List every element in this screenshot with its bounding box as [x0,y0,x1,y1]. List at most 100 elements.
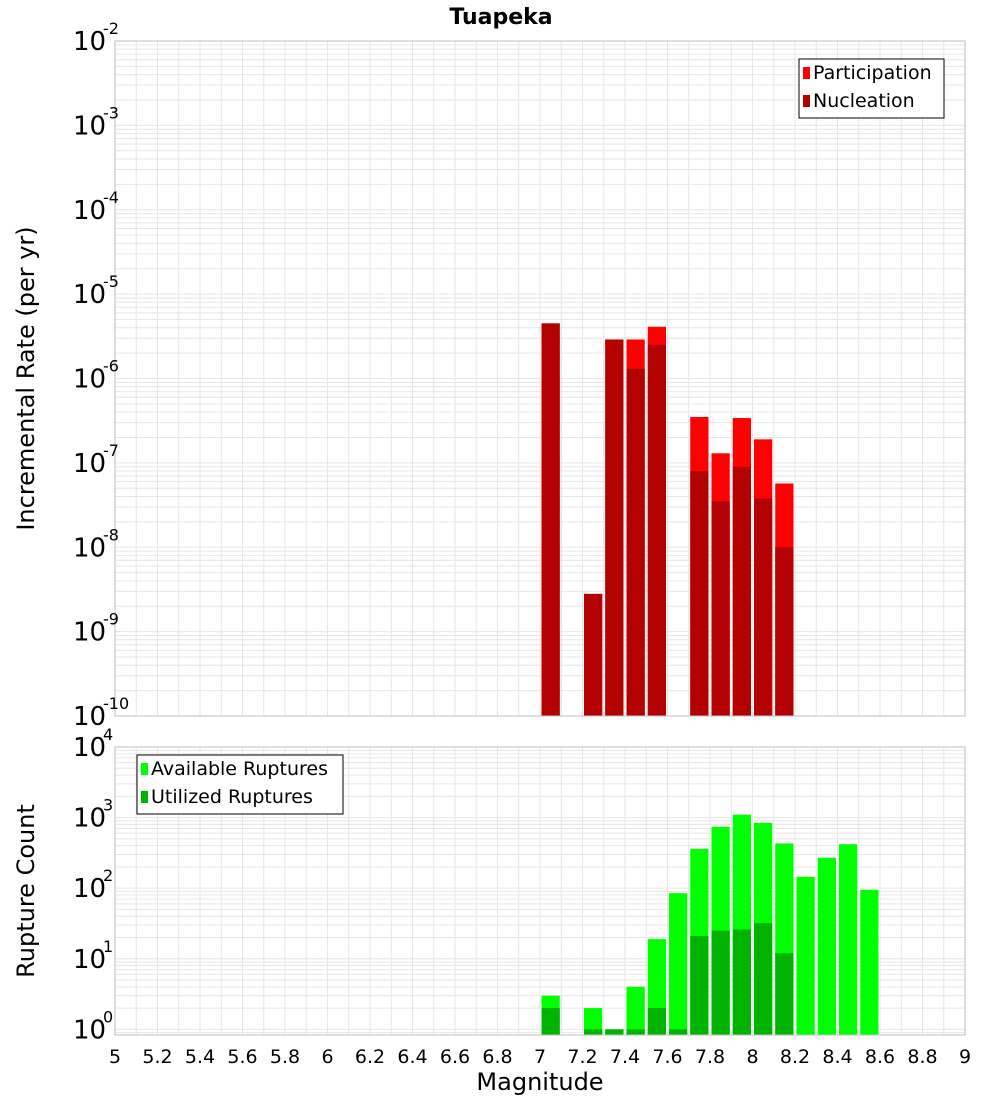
x-tick-label: 5.6 [227,1046,257,1068]
y-tick-label: 10 [73,1015,106,1045]
x-ticks: 5 5.2 5.4 5.6 5.8 6 6.2 6.4 6.6 6.8 7 7.2 7.4 7.6 7.8 8… [109,1046,971,1068]
y-tick-exponent: -3 [103,103,119,122]
rate-plot-frame [114,40,966,717]
bar-utilized-ruptures [647,1008,666,1035]
y-tick-exponent: -7 [103,441,119,460]
x-tick-label: 8 [746,1046,758,1068]
y-tick-label: 10 [73,618,106,648]
y-tick-label: 10 [73,196,106,226]
count-legend: Available Ruptures Utilized Ruptures [136,754,344,815]
y-tick-exponent: -8 [103,525,119,544]
bar-available-ruptures [860,889,879,1035]
y-tick-label: 10 [73,27,106,57]
bar-available-ruptures [796,876,815,1035]
bar-nucleation [754,498,773,716]
bar-utilized-ruptures [775,953,794,1035]
chart-title: Tuapeka [449,5,552,30]
legend-label: Utilized Ruptures [151,786,313,808]
bar-utilized-ruptures [711,930,730,1035]
x-tick-label: 6.2 [355,1046,385,1068]
y-tick-label: 10 [73,111,106,141]
y-tick-label: 10 [73,533,106,563]
legend-label: Participation [813,62,932,84]
y-tick-label: 10 [73,945,106,975]
count-plot-frame [114,746,966,1036]
y-tick-exponent: 4 [103,725,113,744]
y-tick-exponent: 2 [103,866,113,885]
y-tick-label: 10 [73,804,106,834]
x-tick-label: 8.8 [907,1046,937,1068]
y-tick-exponent: -9 [103,610,119,629]
count-bars [541,814,879,1035]
bar-utilized-ruptures [541,1008,560,1035]
legend-label: Available Ruptures [151,758,328,780]
legend-label: Nucleation [813,90,915,112]
bar-nucleation [626,368,645,716]
legend-box [136,754,344,815]
rate-legend: Participation Nucleation [798,58,945,119]
y-tick-label: 10 [73,449,106,479]
y-tick-label: 10 [73,733,106,763]
bar-utilized-ruptures [754,923,773,1035]
x-tick-label: 6.4 [397,1046,427,1068]
rate-grid [114,41,966,717]
y-tick-exponent: 1 [103,937,113,956]
x-tick-label: 7.6 [652,1046,682,1068]
x-tick-label: 8.4 [822,1046,852,1068]
bar-nucleation [732,466,751,716]
x-tick-label: 6 [321,1046,333,1068]
bar-available-ruptures [584,1008,603,1035]
bar-utilized-ruptures [669,1029,688,1035]
y-tick-exponent: -6 [103,357,119,376]
x-tick-label: 5.4 [185,1046,215,1068]
x-tick-label: 8.6 [865,1046,895,1068]
bar-nucleation [584,593,603,716]
bar-nucleation [647,344,666,716]
bar-nucleation [690,471,709,716]
bar-available-ruptures [626,986,645,1035]
y-tick-exponent: 0 [103,1007,113,1026]
x-tick-label: 6.8 [482,1046,512,1068]
bar-nucleation [775,547,794,716]
y-tick-exponent: -5 [103,272,119,291]
x-tick-label: 5.8 [270,1046,300,1068]
y-tick-label: 10 [73,702,106,732]
bar-nucleation [605,339,624,716]
y-tick-exponent: -10 [103,694,129,713]
bar-nucleation [541,323,560,716]
bar-available-ruptures [669,893,688,1035]
x-tick-label: 7.2 [567,1046,597,1068]
legend-swatch [141,763,148,775]
legend-swatch [803,95,810,107]
x-axis-label: Magnitude [476,1068,603,1096]
x-tick-label: 7.8 [695,1046,725,1068]
x-tick-label: 7 [534,1046,546,1068]
y-tick-exponent: -2 [103,19,119,38]
bar-available-ruptures [817,857,836,1035]
x-tick-label: 7.4 [610,1046,640,1068]
y-tick-exponent: 3 [103,796,113,815]
y-tick-label: 10 [73,874,106,904]
y-tick-exponent: -4 [103,188,119,207]
legend-box [798,58,945,119]
bar-utilized-ruptures [584,1029,603,1035]
bar-utilized-ruptures [605,1029,624,1035]
y-tick-label: 10 [73,280,106,310]
x-tick-label: 8.2 [780,1046,810,1068]
bar-utilized-ruptures [626,1029,645,1035]
bar-utilized-ruptures [732,929,751,1035]
x-tick-label: 9 [959,1046,971,1068]
legend-swatch [141,791,148,803]
bar-utilized-ruptures [690,936,709,1035]
bar-available-ruptures [839,844,858,1035]
x-tick-label: 6.6 [440,1046,470,1068]
rate-bars [541,323,794,716]
bar-nucleation [711,501,730,716]
x-tick-label: 5.2 [142,1046,172,1068]
x-tick-label: 5 [109,1046,121,1068]
